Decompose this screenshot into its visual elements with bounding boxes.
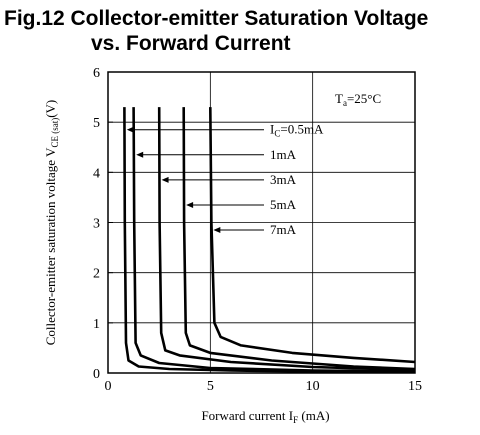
leader-arrowhead xyxy=(186,201,194,208)
series-line xyxy=(123,107,416,374)
series-label: 3mA xyxy=(270,172,297,187)
series-line xyxy=(132,107,416,373)
axis-ticks: 0 1 2 3 4 5 6 0 5 10 15 xyxy=(93,66,422,394)
y-tick-label: 5 xyxy=(93,116,100,131)
y-tick-label: 3 xyxy=(93,217,100,232)
series-label: 1mA xyxy=(270,147,297,162)
series-label: 7mA xyxy=(270,222,297,237)
temperature-annotation: Ta=25°C xyxy=(335,91,381,108)
chart-title: Fig.12 Collector-emitter Saturation Volt… xyxy=(4,6,480,56)
leader-arrowhead xyxy=(213,227,221,234)
y-tick-label: 1 xyxy=(93,317,100,332)
leader-arrowhead xyxy=(161,176,169,183)
series-line xyxy=(209,107,416,364)
grid-lines xyxy=(108,72,415,373)
series-label: IC=0.5mA xyxy=(270,122,324,139)
title-line-2: vs. Forward Current xyxy=(91,32,291,55)
y-tick-label: 2 xyxy=(93,267,100,282)
series-line xyxy=(157,107,416,372)
x-tick-label: 5 xyxy=(207,379,214,394)
x-axis-label: Forward current IF (mA) xyxy=(201,408,329,425)
y-axis-label: Collector-emitter saturation voltage VCE… xyxy=(43,100,60,346)
y-tick-label: 6 xyxy=(93,66,100,81)
series-curves xyxy=(123,107,416,374)
title-line-1: Fig.12 Collector-emitter Saturation Volt… xyxy=(4,7,429,30)
x-tick-label: 0 xyxy=(105,379,112,394)
leader-arrowhead xyxy=(126,126,134,133)
y-tick-label: 0 xyxy=(93,367,100,382)
x-tick-label: 10 xyxy=(306,379,320,394)
series-labels: IC=0.5mA 1mA 3mA 5mA 7mA xyxy=(126,122,324,237)
x-tick-label: 15 xyxy=(408,379,422,394)
leader-arrowhead xyxy=(136,151,144,158)
series-line xyxy=(182,107,416,371)
y-tick-label: 4 xyxy=(93,166,100,181)
series-label: 5mA xyxy=(270,197,297,212)
